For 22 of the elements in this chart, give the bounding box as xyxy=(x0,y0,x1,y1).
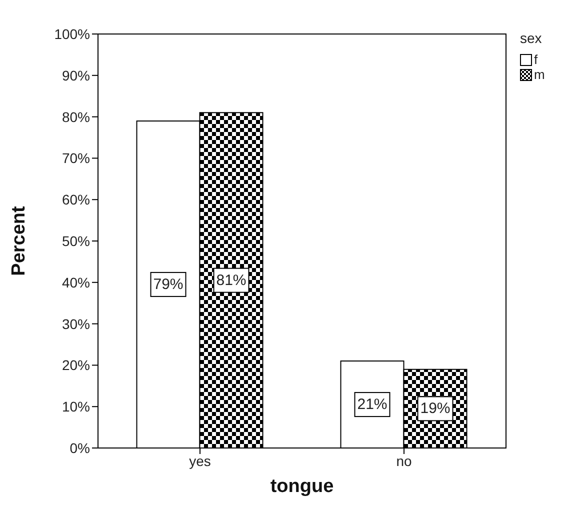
data-label: 19% xyxy=(420,400,450,418)
y-axis-title: Percent xyxy=(8,205,30,276)
x-tick-label: yes xyxy=(189,452,211,469)
legend-title: sex xyxy=(520,30,543,46)
data-label: 79% xyxy=(153,276,184,293)
y-tick-label: 50% xyxy=(62,232,90,249)
y-tick-label: 70% xyxy=(62,150,90,166)
x-axis-title: tongue xyxy=(270,476,334,497)
y-tick-label: 40% xyxy=(62,274,90,290)
legend-label: f xyxy=(534,52,538,67)
text: m xyxy=(534,67,545,82)
data-label: 81% xyxy=(216,272,246,289)
y-tick-label: 90% xyxy=(62,67,90,84)
x-tick-label: no xyxy=(396,452,412,469)
y-tick-label: 60% xyxy=(62,192,90,208)
y-tick-label: 20% xyxy=(62,357,90,374)
y-tick-label: 30% xyxy=(62,316,90,332)
y-tick-label: 0% xyxy=(70,440,90,456)
y-tick-label: 80% xyxy=(62,108,90,125)
y-tick-label: 100% xyxy=(54,26,90,42)
data-label: 21% xyxy=(357,396,388,414)
y-tick-label: 10% xyxy=(62,398,90,415)
